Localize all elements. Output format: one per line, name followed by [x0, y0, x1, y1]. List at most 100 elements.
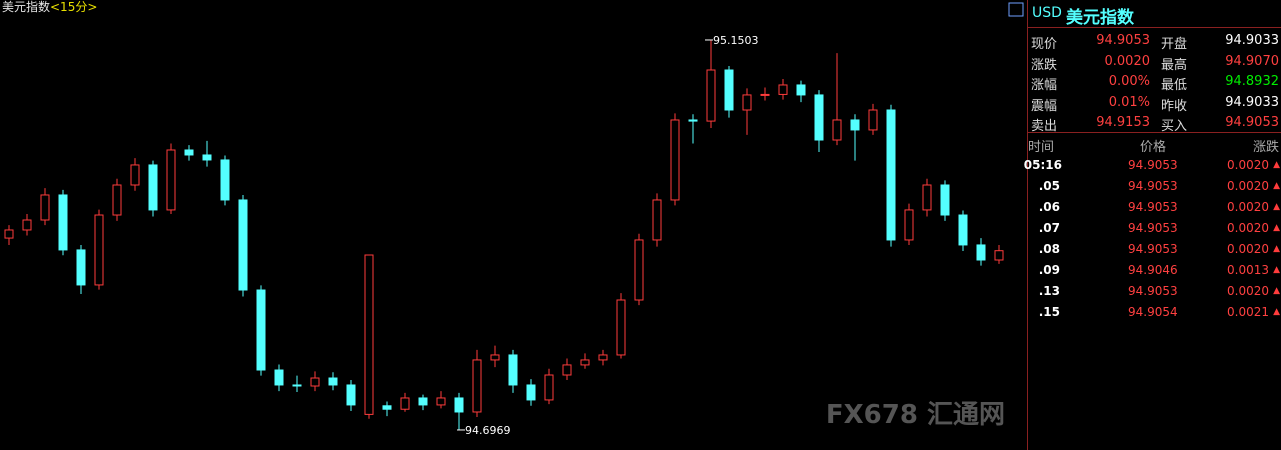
candle-body — [886, 109, 896, 241]
candle-body — [472, 359, 482, 413]
candle-body — [436, 397, 446, 406]
quote-row: 涨幅 0.00% 最低 94.8932 — [1028, 72, 1281, 93]
candle-body — [166, 149, 176, 211]
trade-change: 0.0021 — [1227, 305, 1269, 319]
trade-change: 0.0020 — [1227, 284, 1269, 298]
trade-time: .07 — [1038, 221, 1060, 235]
candle-body — [418, 397, 428, 406]
candle-body — [904, 209, 914, 241]
trade-change: 0.0020 — [1227, 221, 1269, 235]
candle-body — [220, 159, 230, 201]
watermark: FX678 汇通网 — [826, 400, 1005, 430]
candle-body — [652, 199, 662, 241]
candle-body — [112, 184, 122, 216]
trade-row: .15 94.9054 0.0021 ▲ — [1028, 303, 1281, 323]
candle-body — [688, 119, 698, 122]
trade-price: 94.9053 — [1128, 221, 1178, 235]
candle-body — [130, 164, 140, 186]
candle-body — [994, 250, 1004, 261]
candle-body — [292, 384, 302, 387]
panel-toggle[interactable] — [1008, 2, 1024, 17]
up-arrow: ▲ — [1273, 286, 1280, 296]
quote-value: 94.9053 — [1096, 33, 1150, 48]
trade-change: 0.0020 — [1227, 158, 1269, 172]
up-arrow: ▲ — [1273, 265, 1280, 275]
quote-label: 最高 — [1161, 57, 1188, 73]
quote-label: 现价 — [1031, 37, 1058, 52]
up-arrow: ▲ — [1273, 202, 1280, 212]
candle-body — [202, 154, 212, 161]
candle-body — [670, 119, 680, 201]
quote-value: 94.9070 — [1225, 53, 1279, 69]
quote-label: 震幅 — [1031, 98, 1058, 114]
candle-body — [616, 299, 626, 356]
trade-price: 94.9053 — [1128, 284, 1178, 298]
quote-label: 卖出 — [1031, 119, 1058, 134]
candle-body — [850, 119, 860, 131]
quote-value: 94.9033 — [1225, 94, 1279, 110]
candle-body — [400, 397, 410, 410]
candle-body — [814, 94, 824, 141]
candle-body — [454, 397, 464, 413]
up-arrow: ▲ — [1273, 244, 1280, 254]
candle-body — [364, 254, 374, 415]
candle-body — [382, 405, 392, 410]
candle-body — [346, 384, 356, 406]
divider — [1028, 27, 1281, 28]
candle-body — [238, 199, 248, 291]
trade-row: .05 94.9053 0.0020 ▲ — [1028, 177, 1281, 197]
quote-label: 涨幅 — [1031, 78, 1058, 93]
quote-value: 94.9033 — [1225, 33, 1279, 48]
candle-body — [832, 119, 842, 141]
high-label: 95.1503 — [713, 34, 759, 47]
candle-body — [778, 84, 788, 95]
trade-price: 94.9046 — [1128, 263, 1178, 277]
candle-body — [508, 354, 518, 386]
trade-change: 0.0020 — [1227, 179, 1269, 193]
candle-body — [4, 229, 14, 239]
candle-body — [958, 214, 968, 246]
trade-time: .15 — [1038, 305, 1060, 319]
trade-time: .13 — [1038, 284, 1060, 298]
candle-body — [562, 364, 572, 376]
trade-change: 0.0020 — [1227, 242, 1269, 256]
candle-body — [526, 384, 536, 401]
low-label: 94.6969 — [465, 424, 511, 437]
divider — [1028, 132, 1281, 133]
code: USD — [1032, 5, 1062, 21]
quote-value: 94.8932 — [1225, 74, 1279, 89]
quote-value: 94.9153 — [1096, 115, 1150, 130]
trade-time: 05:16 — [1023, 158, 1062, 172]
trade-row: .13 94.9053 0.0020 ▲ — [1028, 282, 1281, 302]
trade-time: .06 — [1038, 200, 1060, 214]
trade-time: .09 — [1038, 263, 1060, 277]
up-arrow: ▲ — [1273, 160, 1280, 170]
candle-body — [940, 184, 950, 216]
candle-body — [760, 93, 770, 96]
candle-body — [22, 219, 32, 231]
quote-label: 最低 — [1161, 78, 1188, 93]
header-cell: 时间 — [1028, 140, 1055, 155]
trade-time: .08 — [1038, 242, 1060, 256]
trade-header: 时间 价格 涨跌 — [1028, 134, 1281, 155]
quote-row: 震幅 0.01% 昨收 94.9033 — [1028, 93, 1281, 114]
up-arrow: ▲ — [1273, 223, 1280, 233]
header-cell: 价格 — [1140, 140, 1167, 155]
quote-row: 现价 94.9053 开盘 94.9033 — [1028, 31, 1281, 52]
candle-body — [256, 289, 266, 371]
candle-body — [328, 377, 338, 386]
trade-change: 0.0020 — [1227, 200, 1269, 214]
up-arrow: ▲ — [1273, 307, 1280, 317]
trade-row: .06 94.9053 0.0020 ▲ — [1028, 198, 1281, 218]
candle-body — [40, 194, 50, 221]
quote-panel: USD 美元指数 现价 94.9053 开盘 94.9033 涨跌 0.0020 最高 94.… — [1023, 0, 1281, 450]
trade-price: 94.9054 — [1128, 305, 1178, 319]
quote-row: 卖出 94.9153 买入 94.9053 — [1028, 113, 1281, 134]
candle-body — [148, 164, 158, 211]
name: 美元指数 — [1066, 8, 1134, 28]
candle-body — [76, 249, 86, 286]
trade-price: 94.9053 — [1128, 158, 1178, 172]
quote-value: 0.01% — [1108, 94, 1150, 110]
quote-row: 涨跌 0.0020 最高 94.9070 — [1028, 52, 1281, 73]
